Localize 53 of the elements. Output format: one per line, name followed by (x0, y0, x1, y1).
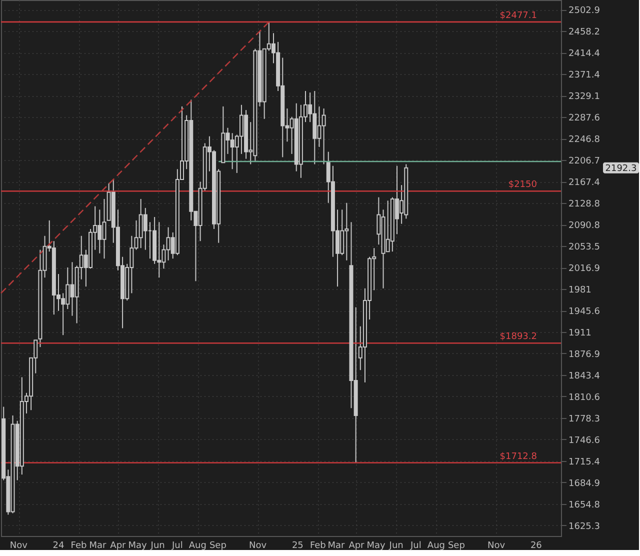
x-tick-label: Nov (249, 541, 268, 551)
y-tick-label: 1911 (568, 328, 592, 338)
x-tick-label: 24 (52, 541, 64, 551)
y-tick-label: 2167.4 (568, 178, 600, 188)
y-tick-label: 2502.9 (568, 6, 600, 16)
y-tick-label: 2128.8 (568, 199, 600, 210)
x-tick-label: Feb (70, 541, 88, 551)
x-tick-label: Apr (348, 541, 365, 551)
y-tick-label: 2287.6 (568, 114, 600, 124)
candlestick (143, 207, 148, 250)
y-tick-label: 1843.4 (568, 371, 600, 382)
x-tick-label: Mar (89, 541, 106, 551)
x-tick-label: Mar (328, 541, 346, 551)
y-tick-label: 2246.8 (568, 135, 600, 146)
x-tick-label: Nov (10, 541, 28, 551)
y-tick-label: 1684.9 (568, 478, 600, 489)
y-tick-label: 1778.3 (568, 414, 600, 424)
y-tick-label: 2016.9 (568, 264, 600, 274)
y-tick-label: 1625.3 (568, 522, 600, 532)
y-tick-label: 2414.4 (568, 49, 600, 60)
x-tick-label: Apr (110, 541, 126, 551)
x-tick-label: May (128, 541, 148, 551)
x-tick-label: Sep (448, 541, 466, 551)
y-tick-label: 1715.4 (568, 457, 600, 468)
x-tick-label: Sep (209, 541, 227, 551)
x-tick-label: Feb (310, 541, 326, 551)
x-tick-label: Nov (488, 541, 506, 551)
y-tick-label: 2053.5 (568, 242, 600, 253)
ref-line-label: $2150 (508, 180, 538, 190)
x-tick-label: Aug (188, 541, 206, 551)
y-tick-label: 1876.9 (568, 350, 600, 360)
x-tick-label: 25 (292, 541, 304, 551)
x-tick-label: Aug (427, 541, 445, 551)
y-tick-label: 2458.2 (568, 28, 600, 38)
text: 2192.3 (605, 164, 637, 174)
y-tick-label: 1810.6 (568, 392, 600, 403)
y-tick-label: 1981 (568, 285, 592, 296)
y-tick-label: 2206.7 (568, 156, 600, 167)
x-tick-label: Jul (410, 541, 422, 551)
y-tick-label: 1945.6 (568, 307, 600, 318)
y-tick-label: 2329.1 (568, 92, 600, 102)
ref-line-label: $1893.2 (500, 332, 537, 342)
ref-line-label: $2477.1 (500, 10, 537, 21)
y-tick-label: 2371.4 (568, 70, 600, 81)
x-tick-label: Jun (150, 541, 165, 551)
x-tick-label: May (366, 541, 386, 551)
x-tick-label: Jul (171, 541, 183, 551)
x-tick-label: Jun (388, 541, 404, 551)
x-tick-label: 26 (530, 541, 542, 551)
y-tick-label: 1654.8 (568, 500, 600, 510)
y-tick-label: 1746.6 (568, 436, 600, 446)
ref-line-label: $1712.8 (500, 452, 538, 462)
y-tick-label: 2090.8 (568, 221, 600, 232)
